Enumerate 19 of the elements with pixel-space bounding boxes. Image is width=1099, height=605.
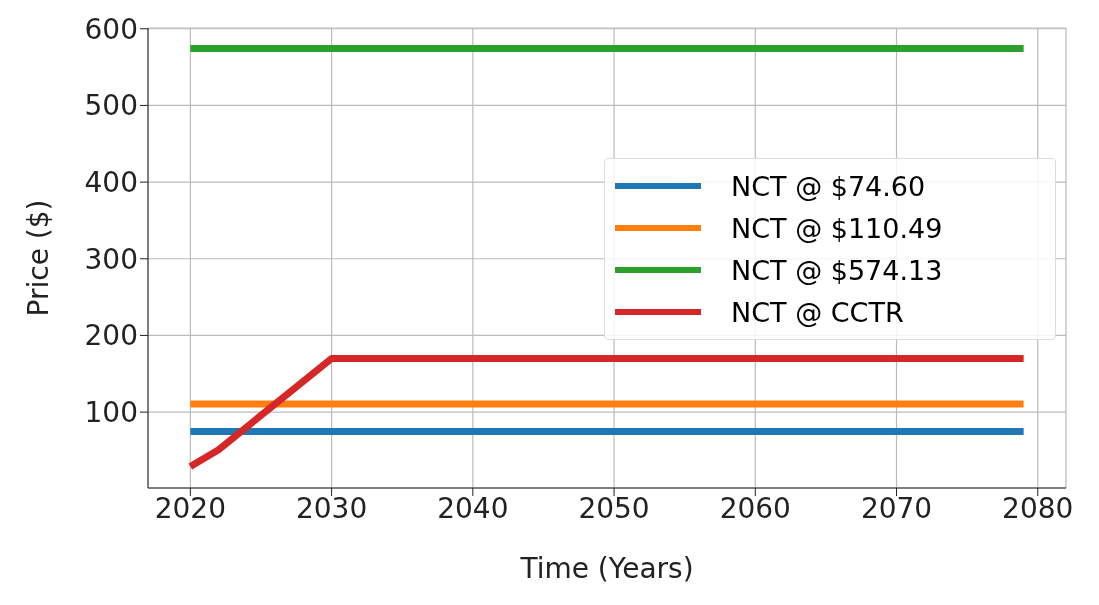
y-tick-label: 600 bbox=[84, 12, 138, 46]
legend-label: NCT @ $110.49 bbox=[731, 212, 943, 244]
y-tick-label: 300 bbox=[84, 242, 138, 276]
x-tick-label: 2050 bbox=[578, 491, 650, 525]
x-tick-label: 2080 bbox=[1002, 491, 1074, 525]
y-axis-title: Price ($) bbox=[21, 199, 55, 317]
x-tick-label: 2040 bbox=[437, 491, 509, 525]
x-tick-label: 2020 bbox=[154, 491, 226, 525]
x-axis-title: Time (Years) bbox=[519, 552, 694, 585]
y-tick-label: 200 bbox=[84, 319, 138, 353]
legend-label: NCT @ $574.13 bbox=[731, 254, 943, 286]
y-tick-label: 100 bbox=[84, 396, 138, 430]
x-tick-label: 2030 bbox=[295, 491, 368, 525]
y-tick-label: 500 bbox=[84, 89, 138, 123]
x-tick-label: 2060 bbox=[719, 491, 791, 525]
legend-label: NCT @ CCTR bbox=[731, 296, 904, 328]
legend-label: NCT @ $74.60 bbox=[731, 170, 926, 202]
y-tick-label: 400 bbox=[84, 166, 138, 200]
x-tick-label: 2070 bbox=[860, 491, 933, 525]
